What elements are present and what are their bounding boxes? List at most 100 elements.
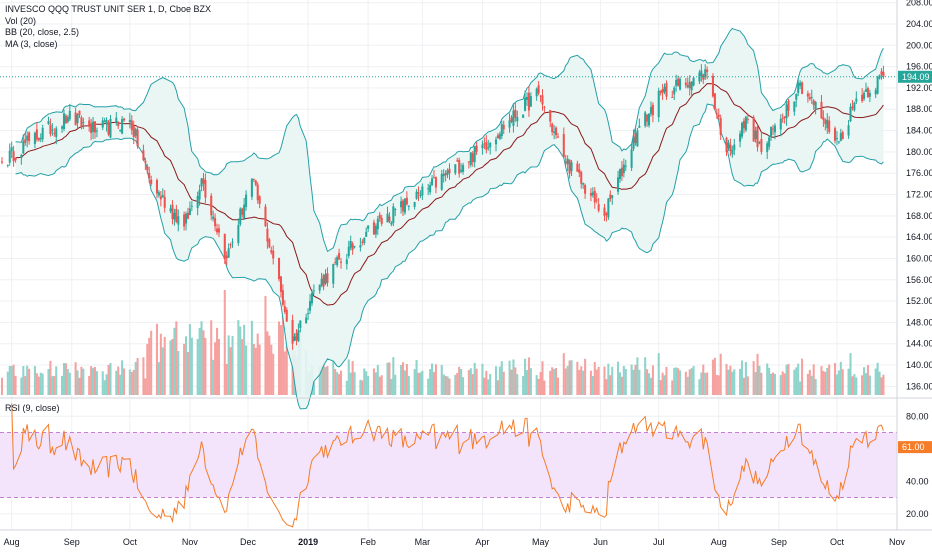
legend-bb[interactable]: BB (20, close, 2.5) [5,27,80,37]
candle-body [684,82,687,86]
volume-bar [632,369,635,395]
candle-body [673,87,676,95]
candle-body [584,184,587,194]
candle-body [783,116,786,118]
candle-body [797,82,800,94]
candle-body [527,92,530,111]
candle-body [525,96,529,100]
candle-body [8,150,11,163]
volume-bar [806,373,809,395]
volume-bar [731,371,734,395]
volume-bar [444,375,447,395]
candle-body [754,130,757,140]
volume-bar [882,374,885,395]
volume-bar [146,343,149,395]
candle-body [773,125,776,133]
candle-body [537,85,540,94]
candle-body [310,292,313,304]
volume-bar [471,374,474,395]
candle-body [876,77,879,94]
volume-bar [828,364,831,395]
volume-bar [374,372,377,395]
candle-body [847,125,850,136]
volume-bar [190,337,193,395]
candle-body [824,119,827,125]
volume-bar [665,366,668,395]
legend-vol[interactable]: Vol (20) [5,15,37,26]
candle-body [324,274,327,284]
candle-body [117,121,120,127]
volume-bar [785,364,788,395]
price-tick-label: 136.00 [906,381,932,391]
price-tick-label: 144.00 [906,339,932,349]
candle-body [173,212,176,220]
volume-bar [407,375,410,395]
volume-bar [522,375,525,395]
candle-body [146,166,149,171]
volume-bar [93,367,97,395]
volume-bar [216,327,219,395]
volume-bar [733,369,736,395]
volume-bar [107,364,110,395]
volume-bar [630,364,633,395]
volume-bar [795,367,798,395]
volume-bar [401,362,405,395]
candle-body [758,142,761,144]
candle-body [638,125,641,128]
candle-body [169,208,172,212]
candle-body [866,88,869,98]
candle-body [28,132,31,142]
legend-symbol[interactable]: INVESCO QQQ TRUST UNIT SER 1, D, Cboe BZ… [5,4,212,14]
volume-bar [568,360,571,395]
volume-bar [74,362,77,395]
candle-body [90,123,93,134]
volume-bar [648,373,651,395]
candle-body [336,257,339,266]
candle-body [144,160,147,163]
volume-bar [10,366,13,395]
candle-body [33,132,36,144]
volume-bar [684,371,687,395]
volume-bar [460,368,463,395]
candle-body [446,170,449,175]
volume-bar [144,378,147,395]
candle-body [308,301,312,311]
candle-body [880,71,883,75]
candle-body [756,126,759,148]
volume-bar [279,325,282,395]
candle-body [752,117,755,142]
rsi-legend[interactable]: RSI (9, close) [5,403,60,413]
candle-body [24,139,27,143]
legend-ma[interactable]: MA (3, close) [5,38,58,49]
candle-body [746,119,749,121]
candle-body [473,145,476,163]
volume-bar [14,375,17,395]
candle-body [469,152,472,166]
candle-body [636,130,639,147]
candle-body [334,262,337,264]
price-tick-label: 184.00 [906,126,932,136]
candle-body [279,276,282,292]
volume-bar [214,342,217,395]
volume-bar [711,359,714,395]
volume-bar [80,366,83,395]
volume-bar [553,368,556,395]
volume-bar [169,340,172,395]
volume-bar [150,330,153,395]
candle-body [448,168,451,174]
candle-body [394,209,397,211]
volume-bar [119,374,122,395]
candle-body [326,273,329,283]
volume-bar [644,357,647,395]
candle-body [833,128,837,141]
volume-bar [388,362,391,395]
volume-bar [245,345,248,395]
candle-body [41,127,44,140]
volume-bar [688,369,691,395]
volume-bar [78,377,81,395]
volume-bar [0,377,4,395]
candle-body [568,159,571,174]
volume-bar [277,321,281,395]
candle-body [225,255,228,259]
candle-body [489,142,492,148]
